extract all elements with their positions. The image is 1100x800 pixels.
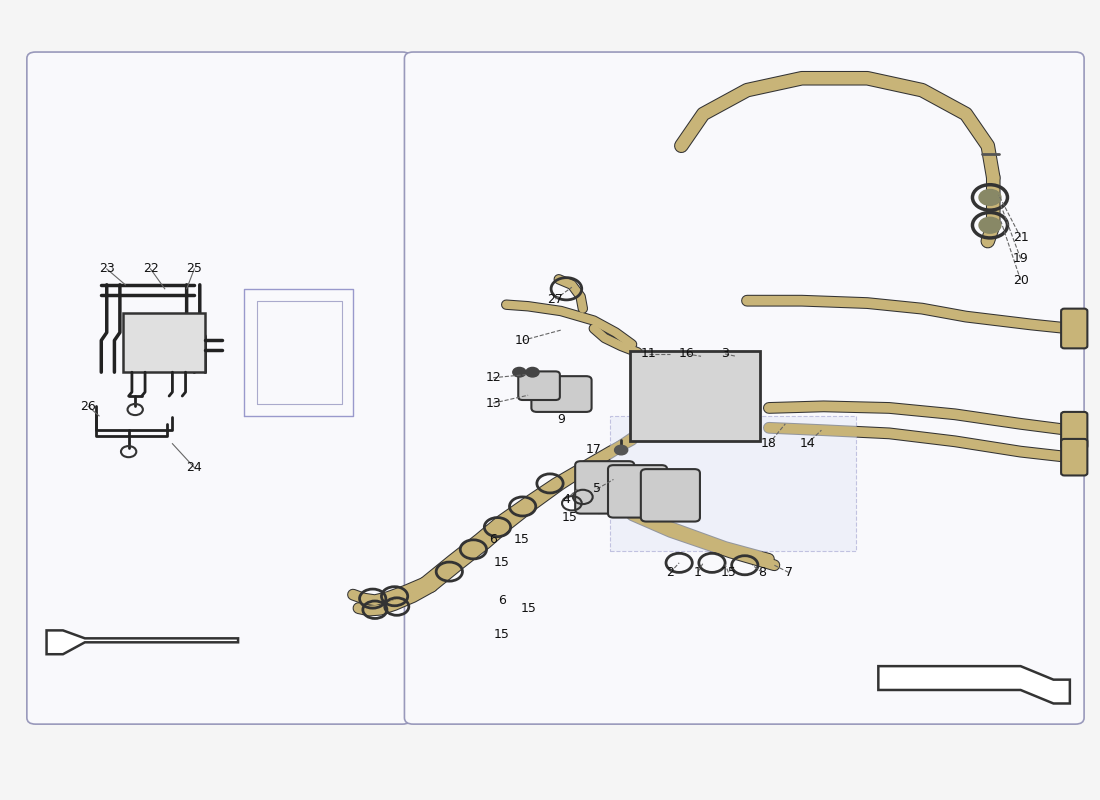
- Text: 8: 8: [758, 566, 767, 579]
- Text: 9: 9: [557, 413, 565, 426]
- Text: eurospares: eurospares: [112, 513, 287, 541]
- Text: 22: 22: [143, 262, 158, 275]
- Text: 3: 3: [722, 347, 729, 361]
- Text: 15: 15: [720, 566, 736, 579]
- Text: eurospares: eurospares: [626, 148, 802, 176]
- Text: 23: 23: [99, 262, 114, 275]
- Text: 10: 10: [515, 334, 530, 347]
- FancyBboxPatch shape: [1062, 412, 1088, 449]
- Text: 4: 4: [562, 493, 571, 506]
- Text: 5: 5: [593, 482, 601, 495]
- Circle shape: [526, 367, 539, 377]
- Text: 17: 17: [586, 442, 602, 456]
- Text: 11: 11: [640, 347, 657, 361]
- Text: 13: 13: [485, 397, 501, 410]
- FancyBboxPatch shape: [630, 350, 760, 442]
- Text: 25: 25: [186, 262, 202, 275]
- Text: 15: 15: [494, 555, 509, 569]
- FancyBboxPatch shape: [1062, 439, 1088, 475]
- Text: 6: 6: [498, 594, 506, 606]
- Text: 2: 2: [667, 566, 674, 579]
- Text: eurospares: eurospares: [112, 148, 287, 176]
- Text: 24: 24: [186, 461, 202, 474]
- FancyBboxPatch shape: [608, 465, 667, 518]
- Text: 14: 14: [800, 437, 815, 450]
- Text: 15: 15: [520, 602, 536, 615]
- Circle shape: [979, 218, 1001, 233]
- FancyBboxPatch shape: [405, 52, 1085, 724]
- Circle shape: [979, 190, 1001, 206]
- FancyBboxPatch shape: [1062, 309, 1088, 348]
- Text: 7: 7: [784, 566, 793, 579]
- Text: 6: 6: [490, 533, 497, 546]
- Text: 15: 15: [514, 533, 529, 546]
- Text: eurospares: eurospares: [626, 513, 802, 541]
- FancyBboxPatch shape: [518, 371, 560, 400]
- Text: 16: 16: [679, 347, 695, 361]
- Circle shape: [513, 367, 526, 377]
- Text: 27: 27: [548, 293, 563, 306]
- Text: 1: 1: [694, 566, 702, 579]
- Circle shape: [615, 446, 628, 455]
- Text: 20: 20: [1013, 274, 1028, 286]
- Polygon shape: [46, 630, 238, 654]
- FancyBboxPatch shape: [26, 52, 411, 724]
- Text: 15: 15: [494, 628, 509, 641]
- Polygon shape: [878, 666, 1070, 703]
- Text: 15: 15: [562, 511, 578, 524]
- Text: 26: 26: [80, 400, 96, 413]
- Polygon shape: [610, 416, 857, 551]
- Text: eurospares: eurospares: [626, 330, 802, 358]
- Text: 12: 12: [485, 371, 501, 384]
- Text: eurospares: eurospares: [112, 330, 287, 358]
- FancyBboxPatch shape: [123, 313, 206, 372]
- Text: 18: 18: [761, 437, 777, 450]
- Text: 19: 19: [1013, 252, 1028, 265]
- FancyBboxPatch shape: [641, 469, 700, 522]
- FancyBboxPatch shape: [575, 461, 635, 514]
- Text: 21: 21: [1013, 230, 1028, 244]
- FancyBboxPatch shape: [531, 376, 592, 412]
